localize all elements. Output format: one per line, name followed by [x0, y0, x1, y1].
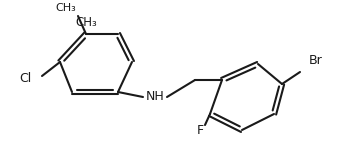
- Text: CH₃: CH₃: [75, 16, 97, 29]
- Text: F: F: [196, 123, 204, 136]
- Text: Cl: Cl: [19, 71, 31, 85]
- Text: Br: Br: [309, 54, 323, 67]
- Text: CH₃: CH₃: [56, 3, 76, 13]
- Text: NH: NH: [146, 90, 164, 104]
